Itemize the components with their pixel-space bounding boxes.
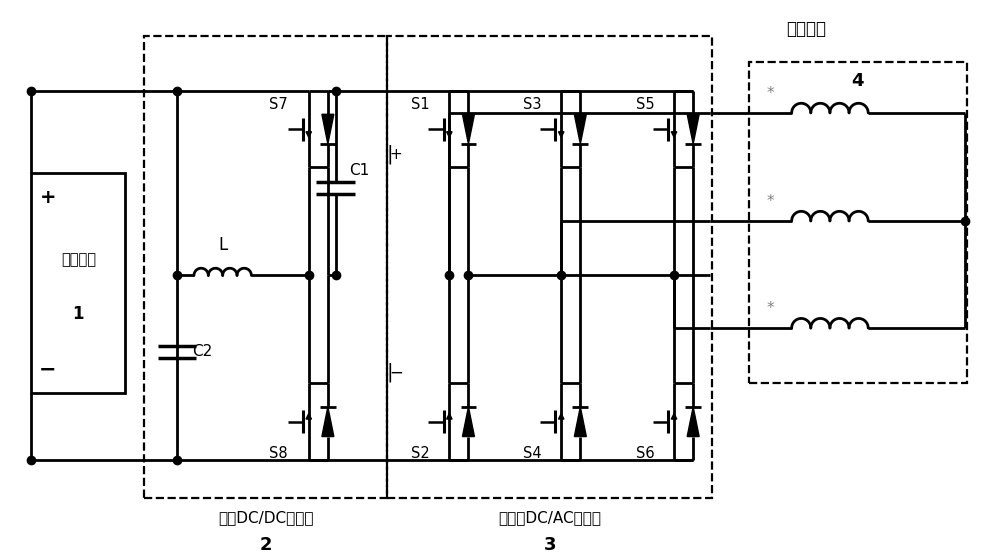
Text: 3: 3 <box>543 536 556 553</box>
Text: 1: 1 <box>73 305 84 322</box>
Text: *: * <box>767 194 774 209</box>
Text: S4: S4 <box>523 446 542 461</box>
Bar <box>144 36 387 498</box>
Text: 三桥臂DC/AC变换器: 三桥臂DC/AC变换器 <box>498 510 601 525</box>
Text: 动力电池: 动力电池 <box>61 252 96 267</box>
Text: −: − <box>39 359 56 379</box>
Text: *: * <box>767 86 774 101</box>
Text: −: − <box>389 363 403 382</box>
Text: |: | <box>387 145 393 164</box>
Text: C2: C2 <box>192 345 212 359</box>
Text: 双向DC/DC变换器: 双向DC/DC变换器 <box>218 510 313 525</box>
Text: +: + <box>389 147 402 162</box>
Polygon shape <box>462 114 474 144</box>
Text: S3: S3 <box>523 97 542 112</box>
Text: S6: S6 <box>636 446 655 461</box>
Bar <box>31 173 125 393</box>
Text: S1: S1 <box>411 97 430 112</box>
Polygon shape <box>687 407 699 436</box>
Bar <box>749 62 967 383</box>
Text: S2: S2 <box>411 446 430 461</box>
Polygon shape <box>574 407 586 436</box>
Polygon shape <box>462 407 474 436</box>
Text: 4: 4 <box>851 72 864 90</box>
Text: S5: S5 <box>636 97 655 112</box>
Text: L: L <box>218 236 227 254</box>
Text: |: | <box>387 363 393 382</box>
Text: S7: S7 <box>269 97 288 112</box>
Text: S8: S8 <box>269 446 287 461</box>
Bar <box>387 36 712 498</box>
Text: 2: 2 <box>259 536 272 553</box>
Polygon shape <box>322 407 334 436</box>
Polygon shape <box>687 114 699 144</box>
Text: *: * <box>767 301 774 316</box>
Polygon shape <box>322 114 334 144</box>
Text: 三相电机: 三相电机 <box>786 20 826 38</box>
Text: +: + <box>39 187 56 206</box>
Polygon shape <box>574 114 586 144</box>
Text: C1: C1 <box>349 163 369 178</box>
